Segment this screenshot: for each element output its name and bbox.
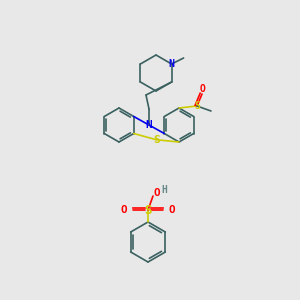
Text: O: O [121,205,128,215]
Text: O: O [169,205,176,215]
Text: S: S [153,135,160,145]
Text: S: S [144,203,152,217]
Text: S: S [194,101,200,111]
Text: N: N [146,120,152,130]
Text: O: O [200,84,206,94]
Text: O: O [154,188,160,198]
Text: N: N [169,59,175,69]
Text: H: H [161,185,167,195]
